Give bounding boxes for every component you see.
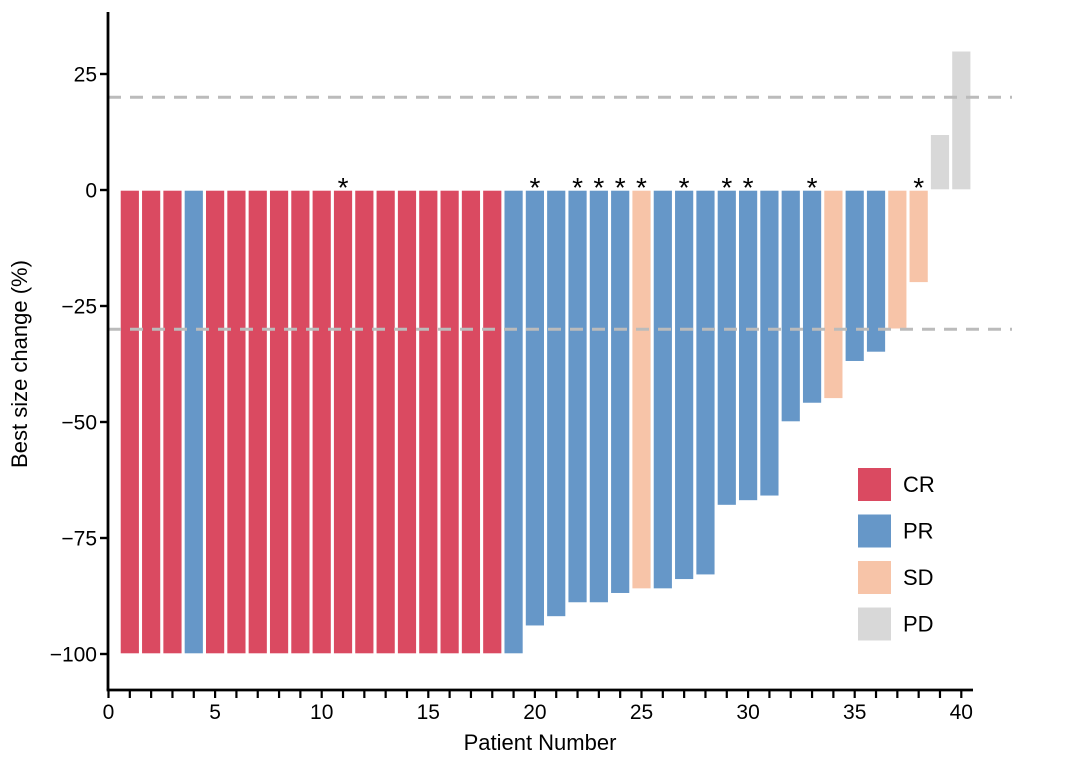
y-tick-label-25: 25 — [74, 64, 97, 87]
x-tick-label-10: 10 — [310, 701, 333, 724]
bar-patient-25 — [631, 189, 653, 590]
x-tick-label-0: 0 — [103, 701, 115, 724]
bar-patient-17 — [460, 189, 482, 655]
legend: CR PR SD PD — [858, 468, 935, 641]
y-tick-label--25: −25 — [61, 296, 97, 319]
bar-patient-14 — [396, 189, 418, 655]
x-tick-label-40: 40 — [950, 701, 973, 724]
bar-patient-26 — [652, 189, 674, 590]
bar-patient-30 — [737, 189, 759, 502]
bar-patient-10 — [311, 189, 333, 655]
legend-item-pd: PD — [858, 607, 934, 641]
bar-patient-18 — [481, 189, 503, 655]
axes-group: 25 0 −25 −50 −75 −100 0 5 10 15 20 25 30 35 40 — [50, 12, 973, 724]
significance-asterisk-patient-29: * — [721, 172, 732, 203]
significance-asterisk-patient-23: * — [593, 172, 604, 203]
legend-swatch-pr — [858, 514, 891, 548]
x-tick-label-20: 20 — [523, 701, 546, 724]
bar-patient-29 — [716, 189, 738, 507]
bar-patient-4 — [183, 189, 205, 655]
y-tick-label--100: −100 — [50, 644, 97, 667]
x-tick-label-30: 30 — [736, 701, 759, 724]
significance-markers-group: * * * * * * * * * * * — [338, 172, 925, 203]
bar-patient-1 — [119, 189, 141, 655]
legend-item-sd: SD — [858, 561, 934, 594]
bar-patient-7 — [247, 189, 269, 655]
bar-patient-28 — [694, 189, 716, 576]
legend-item-pr: PR — [858, 514, 934, 548]
legend-label-sd: SD — [903, 565, 934, 590]
bar-patient-12 — [353, 189, 375, 655]
significance-asterisk-patient-27: * — [679, 172, 690, 203]
significance-asterisk-patient-22: * — [572, 172, 583, 203]
significance-asterisk-patient-30: * — [743, 172, 754, 203]
bar-patient-34 — [822, 189, 844, 400]
bar-patient-32 — [780, 189, 802, 423]
bar-patient-15 — [417, 189, 439, 655]
legend-label-cr: CR — [903, 472, 935, 497]
bar-patient-20 — [524, 189, 546, 627]
bar-patient-33 — [801, 189, 823, 405]
x-tick-label-35: 35 — [843, 701, 866, 724]
bar-patient-35 — [844, 189, 866, 363]
bar-patient-5 — [204, 189, 226, 655]
y-tick-label--75: −75 — [61, 528, 97, 551]
legend-item-cr: CR — [858, 468, 935, 501]
significance-asterisk-patient-24: * — [615, 172, 626, 203]
y-tick-label-0: 0 — [85, 180, 97, 203]
bar-patient-40 — [950, 50, 972, 191]
legend-swatch-sd — [858, 561, 891, 594]
x-tick-label-15: 15 — [417, 701, 440, 724]
bar-patient-27 — [673, 189, 695, 581]
y-axis-title: Best size change (%) — [7, 260, 32, 468]
bar-patient-9 — [289, 189, 311, 655]
legend-label-pd: PD — [903, 612, 934, 637]
bar-patient-2 — [140, 189, 162, 655]
bar-patient-22 — [567, 189, 589, 604]
bars-group — [119, 50, 972, 655]
bar-patient-19 — [503, 189, 525, 655]
significance-asterisk-patient-25: * — [636, 172, 647, 203]
reference-lines-group — [108, 95, 1012, 331]
x-axis-title: Patient Number — [464, 730, 617, 755]
y-tick-label--50: −50 — [61, 412, 97, 435]
significance-asterisk-patient-33: * — [807, 172, 818, 203]
bar-patient-11 — [332, 189, 354, 655]
x-tick-label-25: 25 — [630, 701, 653, 724]
bar-patient-13 — [375, 189, 397, 655]
bar-patient-23 — [588, 189, 610, 604]
x-tick-label-5: 5 — [209, 701, 221, 724]
bar-patient-38 — [908, 189, 930, 284]
bar-patient-3 — [161, 189, 183, 655]
bar-patient-8 — [268, 189, 290, 655]
bar-patient-21 — [545, 189, 567, 618]
legend-swatch-cr — [858, 468, 891, 501]
bar-patient-31 — [758, 189, 780, 497]
significance-asterisk-patient-11: * — [338, 172, 349, 203]
legend-label-pr: PR — [903, 519, 934, 544]
bar-patient-39 — [929, 133, 951, 191]
bar-patient-37 — [886, 189, 908, 330]
significance-asterisk-patient-38: * — [913, 172, 924, 203]
significance-asterisk-patient-20: * — [529, 172, 540, 203]
bar-patient-36 — [865, 189, 887, 354]
bar-patient-24 — [609, 189, 631, 595]
bar-patient-16 — [439, 189, 461, 655]
legend-swatch-pd — [858, 607, 891, 641]
bar-patient-6 — [225, 189, 247, 655]
